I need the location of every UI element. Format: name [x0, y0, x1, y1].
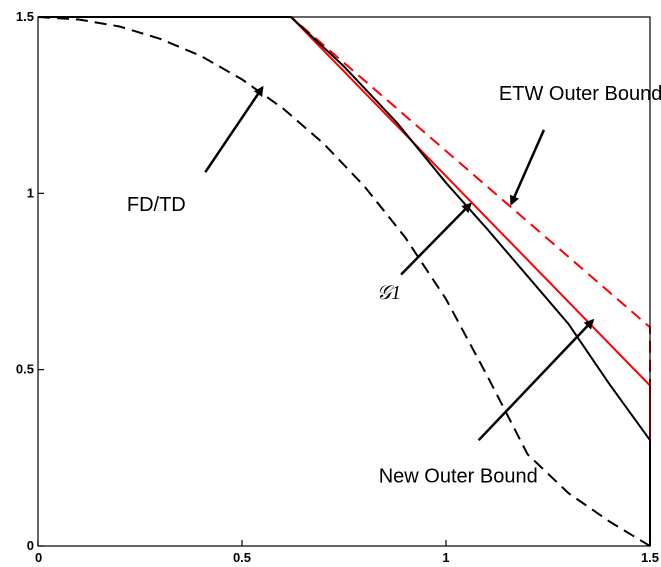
- series-line-3: [37, 16, 651, 547]
- x-tick-label: 1.5: [641, 550, 659, 565]
- x-tick-label: 0.5: [233, 550, 251, 565]
- y-tick-label: 1: [27, 185, 34, 200]
- annotation-arrow: [204, 85, 264, 173]
- annotation-arrow: [477, 318, 595, 442]
- x-tick-label: 0: [35, 550, 42, 565]
- y-tick-label: 0.5: [16, 362, 34, 377]
- y-tick-label: 0: [27, 538, 34, 553]
- annotation-label: New Outer Bound: [379, 466, 538, 488]
- annotation-label: ETW Outer Bound: [499, 83, 661, 105]
- y-tick-label: 1.5: [16, 9, 34, 24]
- annotations: FD/TD ETW Outer Bound 𝒢1 New Outer Bound: [127, 83, 661, 488]
- x-tick-label: 1: [442, 550, 449, 565]
- annotation-arrow: [400, 202, 472, 276]
- series-line-2: [38, 16, 651, 546]
- plot-frame: [37, 16, 651, 547]
- annotation-label: 𝒢1: [377, 282, 401, 304]
- annotation-label: FD/TD: [127, 194, 186, 216]
- annotation-arrow: [509, 129, 546, 206]
- ticks-layer: 0 0.5 1 1.5 0 0.5 1 1.5: [16, 9, 659, 565]
